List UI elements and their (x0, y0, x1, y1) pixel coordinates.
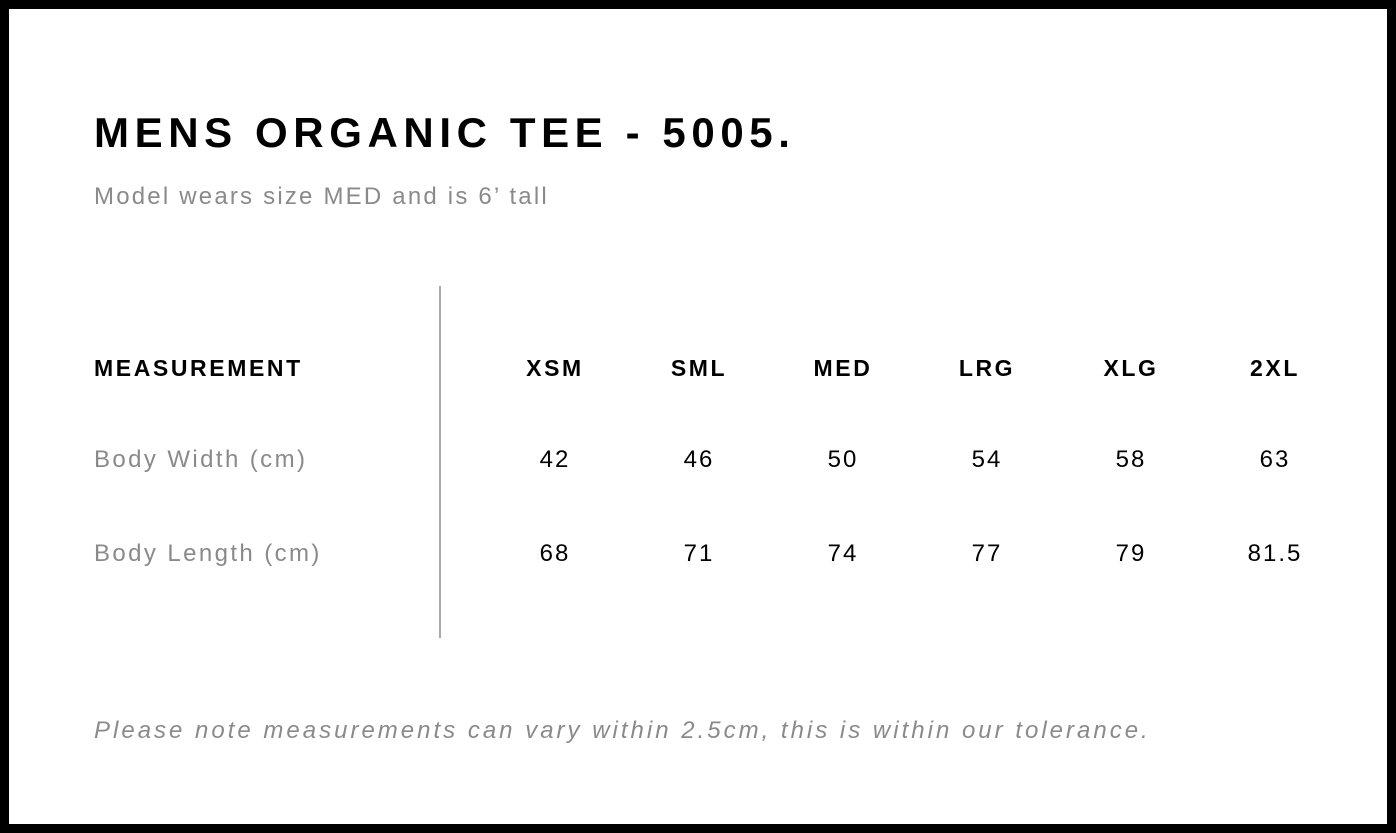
size-header: LRG (958, 355, 1016, 381)
page-title: MENS ORGANIC TEE - 5005. (94, 109, 796, 156)
subtitle: Model wears size MED and is 6’ tall (94, 183, 549, 210)
tolerance-note: Please note measurements can vary within… (94, 717, 1151, 744)
table-cell: 42 (539, 446, 571, 473)
table-cell: 74 (827, 540, 859, 567)
measurement-header: MEASUREMENT (94, 355, 303, 381)
table-cell: 71 (683, 540, 715, 567)
size-header: MED (813, 355, 873, 381)
size-header: XLG (1103, 355, 1159, 381)
table-cell: 46 (683, 446, 715, 473)
table-cell: 58 (1115, 446, 1147, 473)
table-cell: 77 (971, 540, 1003, 567)
size-chart-card: MENS ORGANIC TEE - 5005. Model wears siz… (9, 9, 1387, 824)
table-cell: 68 (539, 540, 571, 567)
row-label: Body Length (cm) (94, 540, 322, 567)
table-cell: 54 (971, 446, 1003, 473)
table-cell: 50 (827, 446, 859, 473)
size-header: XSM (526, 355, 584, 381)
row-label: Body Width (cm) (94, 446, 308, 473)
table-cell: 81.5 (1247, 540, 1303, 567)
size-header: SML (670, 355, 728, 381)
table-cell: 63 (1259, 446, 1291, 473)
table-cell: 79 (1115, 540, 1147, 567)
size-header: 2XL (1250, 355, 1300, 381)
column-divider (439, 286, 441, 638)
